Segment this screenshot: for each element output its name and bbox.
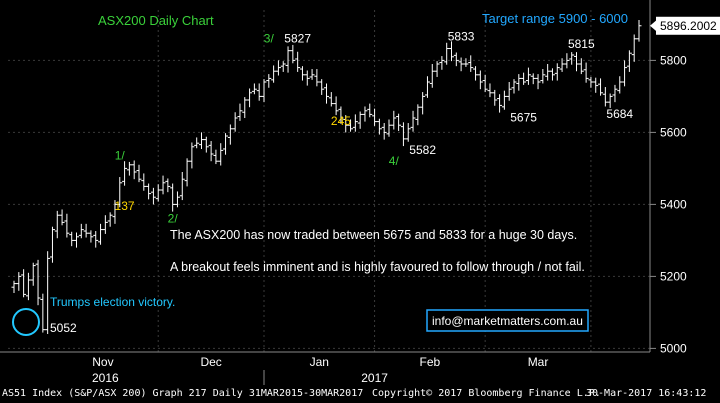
y-tick-label: 5000 [660,341,687,355]
y-tick-label: 5400 [660,197,687,211]
wave-label: 5582 [409,143,436,157]
last-price-marker: 5896.2002 [650,16,720,35]
y-axis: 5000 5200 5400 5600 5800 [649,0,687,355]
year-label: 2017 [361,371,388,385]
chart-title: ASX200 Daily Chart [98,13,214,28]
bloomberg-footer: AS51 Index (S&P/ASX 200) Graph 217 Daily… [0,385,720,403]
year-label: 2016 [92,371,119,385]
election-label: Trumps election victory. [50,295,175,309]
x-axis: Nov Dec Jan Feb Mar 2016 2017 [0,351,650,385]
month-label: Feb [420,355,441,369]
wave-label: 2/ [168,211,179,225]
comment-line-1: The ASX200 has now traded between 5675 a… [170,228,577,242]
footer-security-info: AS51 Index (S&P/ASX 200) Graph 217 Daily… [2,388,364,399]
month-label: Dec [200,355,221,369]
wave-label: 5675 [510,111,537,125]
y-tick-label: 5800 [660,53,687,67]
asx200-chart: 5000 5200 5400 5600 5800 Nov Dec Jan Feb Mar 2016… [0,0,720,385]
gridlines [8,10,650,352]
y-tick-label: 5600 [660,125,687,139]
y-tick-label: 5200 [660,269,687,283]
footer-copyright: Copyright© 2017 Bloomberg Finance L.P. [372,388,601,399]
wave-label: 5833 [448,30,475,44]
wave-label: 137 [115,199,135,213]
target-range-note: Target range 5900 - 6000 [482,11,628,26]
wave-label: 5815 [568,37,595,51]
wave-label: 5827 [284,31,311,45]
month-label: Jan [310,355,329,369]
wave-label: 3/ [264,31,275,45]
wave-label: 5684 [606,107,633,121]
month-label: Mar [528,355,549,369]
last-price-label: 5896.2002 [660,19,717,33]
price-bars [11,20,642,334]
footer-timestamp: 30-Mar-2017 16:43:12 [586,388,707,399]
wave-label: 1/ [115,148,126,162]
wave-label: 245 [331,114,351,128]
wave-annotations: 1/137 2/3/5827 245 4/5582 5833 5675 5815 5684 [115,30,634,226]
election-low-value: 5052 [50,321,77,335]
comment-line-2: A breakout feels imminent and is highly … [170,260,585,274]
election-low-circle [12,308,40,336]
contact-email[interactable]: info@marketmatters.com.au [432,314,583,328]
contact-box[interactable]: info@marketmatters.com.au [426,309,589,332]
month-label: Nov [92,355,113,369]
wave-label: 4/ [389,154,400,168]
